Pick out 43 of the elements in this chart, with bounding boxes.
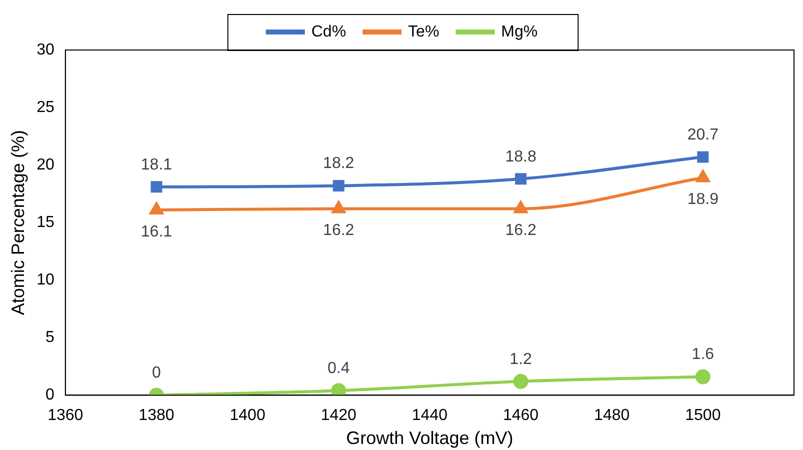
data-label: 18.2 (323, 155, 354, 172)
data-label: 16.1 (140, 223, 172, 240)
point (150, 181, 162, 193)
point (513, 374, 528, 389)
y-tick-label: 20 (36, 156, 54, 174)
x-tick-label: 1500 (685, 407, 721, 424)
x-tick-label: 1460 (502, 407, 539, 424)
y-tick-label: 5 (45, 329, 54, 346)
y-tick-label: 30 (36, 41, 54, 58)
data-label: 1.6 (692, 346, 714, 364)
data-label: 16.2 (505, 222, 536, 240)
data-label: 18.9 (687, 191, 719, 208)
x-tick-label: 1360 (48, 407, 84, 424)
point (331, 383, 346, 396)
data-label: 16.2 (323, 222, 354, 240)
x-tick-label: 1420 (320, 407, 357, 424)
point (696, 170, 710, 182)
y-tick-label: 10 (36, 272, 54, 289)
x-axis-title: Growth Voltage (mV) (346, 428, 514, 448)
legend-label: Mg% (501, 23, 538, 40)
data-label: 0.4 (328, 360, 350, 378)
point (332, 180, 344, 192)
x-tick-label: 1380 (138, 407, 174, 424)
y-axis-title: Atomic Percentage (%) (8, 130, 28, 316)
x-tick-label: 1440 (412, 407, 448, 424)
x-tick-label: 1400 (230, 407, 266, 424)
y-tick-label: 0 (45, 386, 54, 404)
x-tick-label: 1480 (594, 407, 630, 424)
y-tick-label: 15 (36, 214, 54, 232)
point (697, 151, 709, 163)
data-label: 18.8 (505, 148, 536, 166)
y-tick-label: 25 (36, 98, 54, 116)
data-label: 20.7 (687, 126, 719, 144)
data-label: 0 (152, 364, 162, 382)
point (695, 369, 710, 384)
point (150, 202, 164, 214)
point (515, 173, 527, 185)
legend-label: Cd% (311, 23, 346, 40)
data-label: 1.2 (510, 350, 532, 368)
legend-label: Te% (408, 23, 440, 40)
point (332, 201, 346, 214)
point (514, 201, 528, 214)
data-label: 18.1 (140, 156, 172, 174)
